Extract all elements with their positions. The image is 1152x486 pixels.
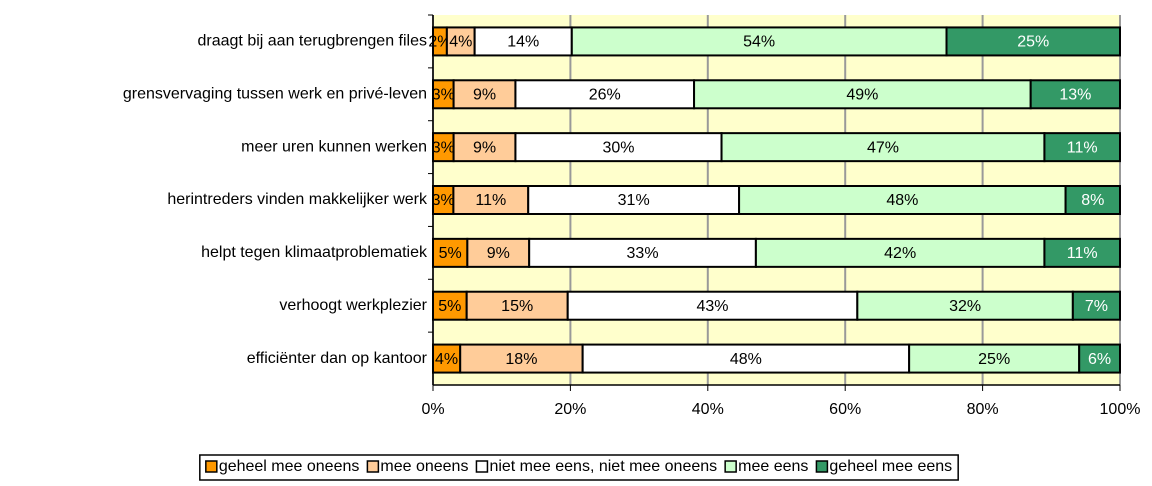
y-tick-label: herintreders vinden makkelijker werk [167,191,428,208]
y-tick-label: draagt bij aan terugbrengen files [198,33,428,50]
y-tick-label: verhoogt werkplezier [279,297,427,314]
bar-segment [720,132,1046,163]
x-tick-label: 100% [1100,401,1141,418]
legend-swatch [475,460,489,473]
bar-segment [908,343,1081,374]
data-label: 13% [1059,87,1091,104]
data-label: 54% [743,34,775,51]
data-label: 5% [439,245,462,262]
data-label: 31% [618,192,650,209]
legend-swatch [205,460,218,473]
data-label: 25% [978,351,1010,368]
y-tick-label: efficiënter dan op kantoor [247,350,428,367]
data-label: 7% [1085,298,1108,315]
bar-segment [1064,185,1121,215]
data-label: 49% [846,87,878,104]
data-label: 6% [1088,351,1111,368]
bar-segment [1078,343,1121,374]
data-label: 8% [1081,192,1104,209]
data-label: 11% [475,192,506,209]
data-label: 9% [487,245,510,262]
bar-segment [452,79,517,110]
data-label: 43% [696,298,728,315]
data-label: 15% [501,298,533,315]
legend-label: mee eens [738,458,808,475]
x-tick-label: 20% [554,401,586,418]
data-label: 48% [730,351,762,368]
bar-segment [570,26,948,57]
data-label: 11% [1067,139,1098,156]
bar-segment [528,237,757,268]
bar-segment [1043,237,1122,268]
bar-segment [514,79,696,110]
legend-box [199,454,959,481]
bar-segment [693,79,1032,110]
legend-label: niet mee eens, niet mee oneens [489,458,717,475]
data-label: 33% [627,245,659,262]
legend: geheel mee oneens mee oneens niet mee eens… [199,454,959,481]
legend-label: mee oneens [380,458,468,475]
legend-label: geheel mee eens [829,458,952,475]
x-tick-label: 80% [967,401,999,418]
data-label: 11% [1067,245,1098,262]
data-label: 3% [432,139,455,156]
x-tick-label: 40% [692,401,724,418]
data-label: 9% [473,139,496,156]
data-label: 47% [867,139,899,156]
data-label: 18% [505,351,537,368]
data-label: 48% [886,192,918,209]
bar-segment [945,26,1121,57]
legend-swatch [366,460,380,473]
data-label: 30% [602,139,634,156]
y-tick-label: helpt tegen klimaatproblematiek [201,244,428,261]
legend-swatch [815,460,829,473]
data-label: 5% [438,298,461,315]
y-tick-label: grensvervaging tussen werk en privé-leve… [123,86,427,103]
data-label: 25% [1017,34,1049,51]
data-label: 3% [432,192,455,209]
x-tick-label: 60% [829,401,861,418]
bar-segment [452,132,517,163]
data-label: 2% [428,34,451,51]
bar-segment [459,343,584,374]
bar-segment [1071,290,1121,321]
data-label: 26% [589,87,621,104]
bar-segment [1029,79,1121,110]
legend-label: geheel mee oneens [219,458,360,475]
legend-swatch [724,460,737,473]
data-label: 4% [435,351,458,368]
data-label: 42% [884,245,916,262]
bar-segment [738,185,1067,215]
data-label: 9% [473,87,496,104]
x-tick-label: 0% [421,401,444,418]
data-label: 32% [949,298,981,315]
data-label: 14% [507,34,539,51]
data-label: 3% [432,87,455,104]
bar-segment [527,185,741,215]
bar-segment [581,343,911,374]
bar-segment [1043,132,1122,163]
data-label: 4% [449,34,472,51]
bar-segment [465,290,569,321]
bar-segment [473,26,573,57]
y-tick-label: meer uren kunnen werken [241,138,427,155]
